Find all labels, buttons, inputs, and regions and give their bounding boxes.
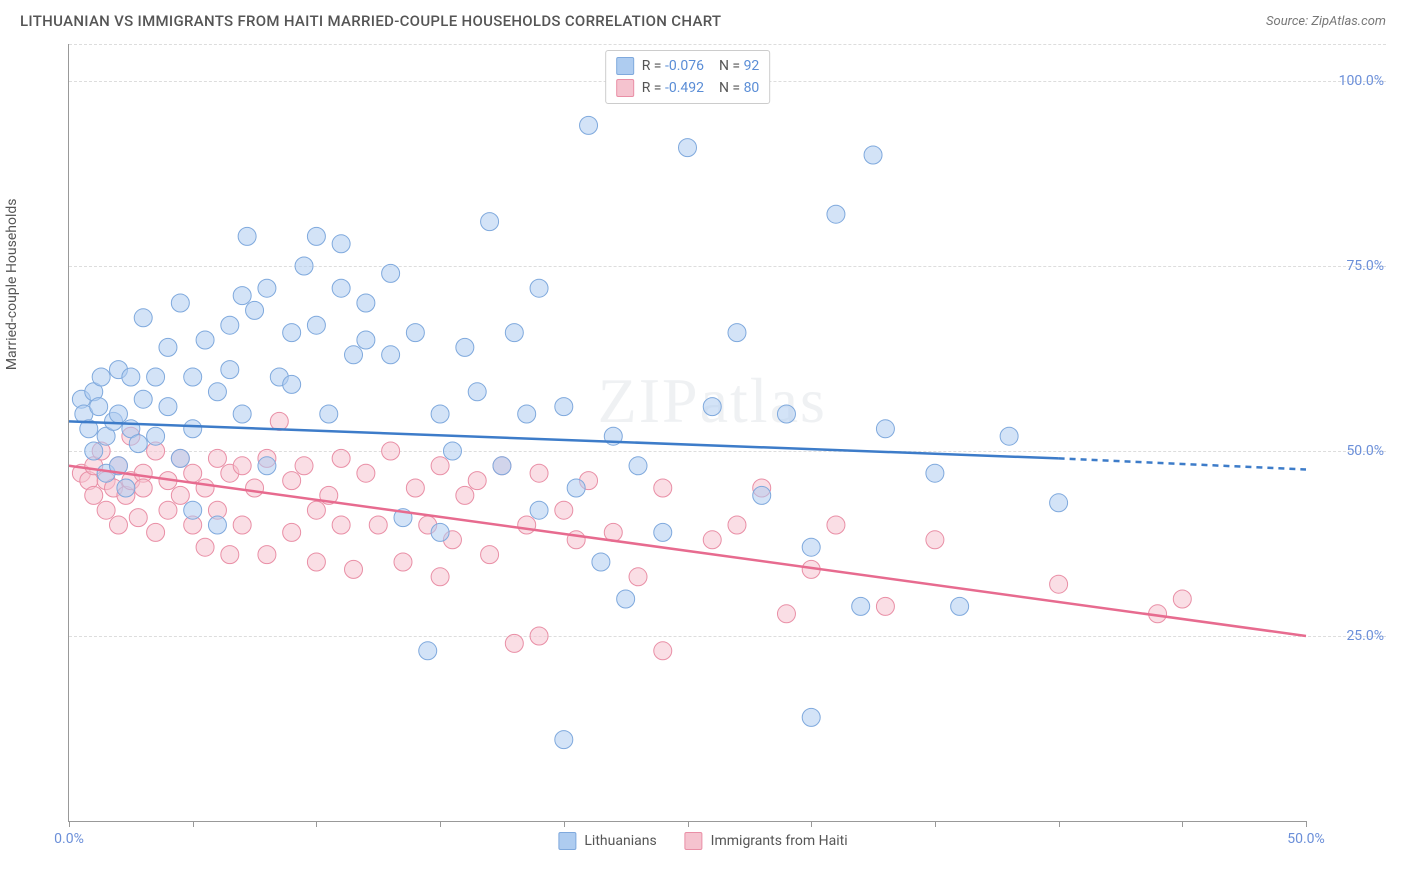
plot-region: ZIPatlas R = -0.076 N = 92 R = -0.492 N … (68, 44, 1306, 822)
y-tick-label: 50.0% (1346, 443, 1384, 459)
y-tick-label: 25.0% (1346, 628, 1384, 644)
correlation-legend: R = -0.076 N = 92 R = -0.492 N = 80 (605, 50, 771, 104)
legend-item-haiti: Immigrants from Haiti (685, 832, 848, 850)
swatch-icon (616, 57, 634, 75)
legend-label: Lithuanians (584, 833, 656, 849)
legend-row-lithuanians: R = -0.076 N = 92 (616, 55, 760, 77)
series-legend: Lithuanians Immigrants from Haiti (558, 832, 847, 850)
swatch-icon (685, 832, 703, 850)
chart-title: LITHUANIAN VS IMMIGRANTS FROM HAITI MARR… (20, 12, 721, 30)
scatter-svg (69, 44, 1306, 821)
y-tick-label: 100.0% (1339, 73, 1384, 89)
legend-label: Immigrants from Haiti (711, 833, 848, 849)
legend-row-haiti: R = -0.492 N = 80 (616, 77, 760, 99)
y-axis-label: Married-couple Households (4, 198, 20, 370)
chart-header: LITHUANIAN VS IMMIGRANTS FROM HAITI MARR… (0, 0, 1406, 34)
legend-item-lithuanians: Lithuanians (558, 832, 656, 850)
chart-area: Married-couple Households ZIPatlas R = -… (20, 44, 1386, 852)
chart-source: Source: ZipAtlas.com (1266, 14, 1386, 29)
swatch-icon (616, 79, 634, 97)
x-tick-label: 50.0% (1287, 831, 1325, 847)
y-tick-label: 75.0% (1346, 258, 1384, 274)
swatch-icon (558, 832, 576, 850)
x-tick-label: 0.0% (54, 831, 84, 847)
